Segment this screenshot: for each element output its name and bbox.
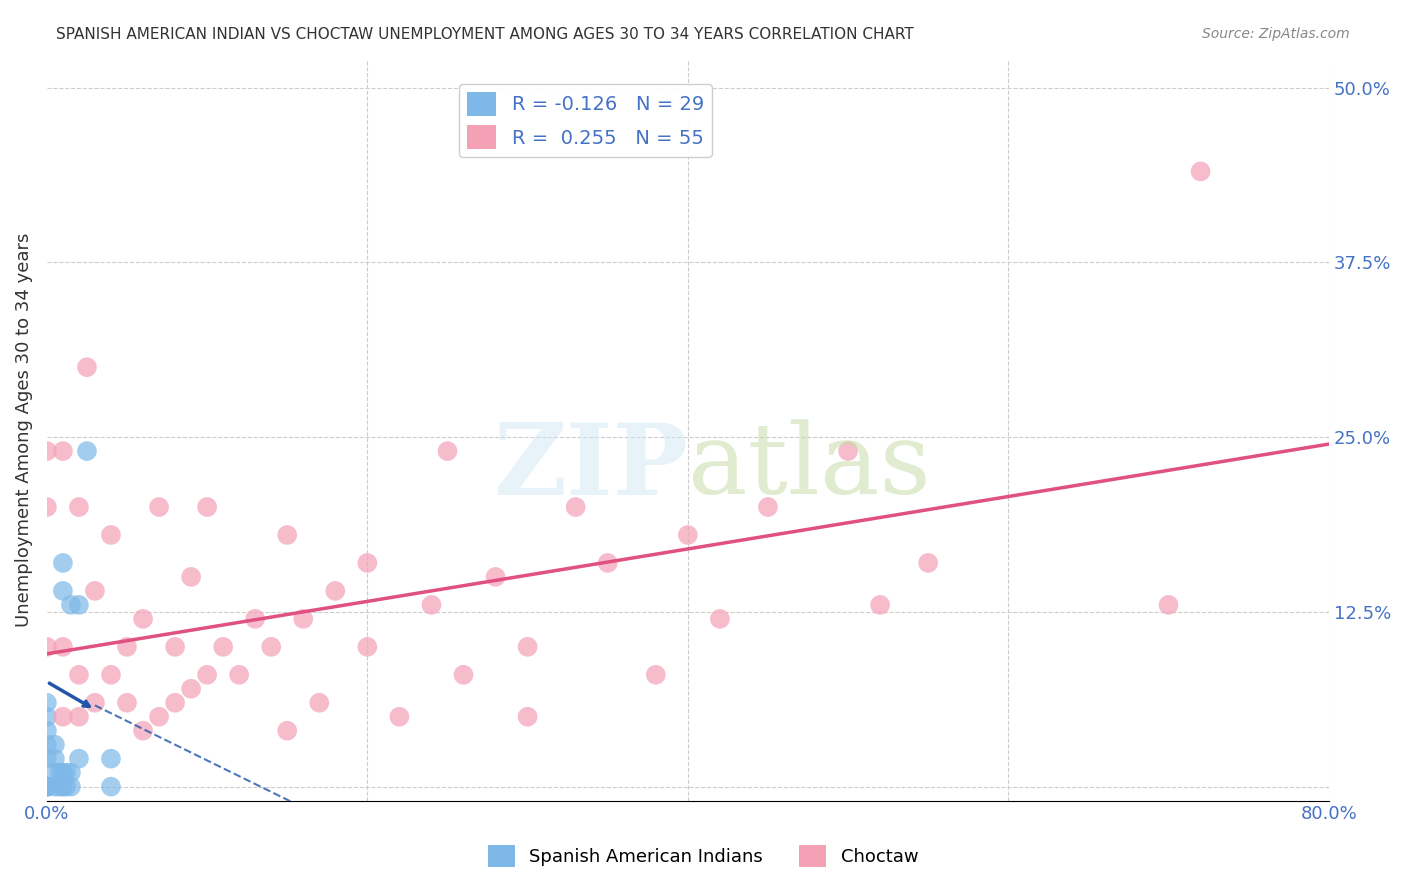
Point — [564, 500, 586, 514]
Point — [59, 598, 82, 612]
Point — [35, 500, 58, 514]
Point — [67, 500, 90, 514]
Point — [76, 360, 98, 375]
Point — [55, 780, 77, 794]
Point — [228, 667, 250, 681]
Point — [132, 612, 155, 626]
Text: Source: ZipAtlas.com: Source: ZipAtlas.com — [1202, 27, 1350, 41]
Point — [67, 710, 90, 724]
Point — [48, 780, 70, 794]
Point — [709, 612, 731, 626]
Text: SPANISH AMERICAN INDIAN VS CHOCTAW UNEMPLOYMENT AMONG AGES 30 TO 34 YEARS CORREL: SPANISH AMERICAN INDIAN VS CHOCTAW UNEMP… — [56, 27, 914, 42]
Point — [35, 696, 58, 710]
Point — [596, 556, 619, 570]
Point — [59, 765, 82, 780]
Text: atlas: atlas — [688, 419, 931, 515]
Point — [55, 765, 77, 780]
Point — [292, 612, 315, 626]
Point — [245, 612, 267, 626]
Point — [35, 780, 58, 794]
Point — [48, 765, 70, 780]
Point — [676, 528, 699, 542]
Point — [35, 723, 58, 738]
Point — [52, 583, 75, 598]
Point — [84, 696, 107, 710]
Point — [148, 500, 170, 514]
Point — [436, 444, 458, 458]
Point — [44, 752, 66, 766]
Point — [453, 667, 475, 681]
Point — [76, 444, 98, 458]
Point — [180, 681, 202, 696]
Point — [516, 710, 538, 724]
Point — [67, 752, 90, 766]
Point — [195, 667, 218, 681]
Point — [52, 765, 75, 780]
Point — [165, 640, 187, 654]
Point — [516, 640, 538, 654]
Point — [67, 598, 90, 612]
Text: ZIP: ZIP — [494, 418, 688, 516]
Point — [52, 710, 75, 724]
Point — [180, 570, 202, 584]
Point — [35, 444, 58, 458]
Legend: Spanish American Indians, Choctaw: Spanish American Indians, Choctaw — [481, 838, 925, 874]
Point — [484, 570, 506, 584]
Point — [1157, 598, 1180, 612]
Point — [100, 752, 122, 766]
Y-axis label: Unemployment Among Ages 30 to 34 years: Unemployment Among Ages 30 to 34 years — [15, 233, 32, 627]
Point — [115, 696, 138, 710]
Legend: R = -0.126   N = 29, R =  0.255   N = 55: R = -0.126 N = 29, R = 0.255 N = 55 — [458, 84, 711, 157]
Point — [644, 667, 666, 681]
Point — [52, 444, 75, 458]
Point — [917, 556, 939, 570]
Point — [35, 640, 58, 654]
Point — [100, 780, 122, 794]
Point — [35, 780, 58, 794]
Point — [115, 640, 138, 654]
Point — [260, 640, 283, 654]
Point — [52, 780, 75, 794]
Point — [212, 640, 235, 654]
Point — [420, 598, 443, 612]
Point — [35, 752, 58, 766]
Point — [100, 528, 122, 542]
Point — [276, 723, 298, 738]
Point — [308, 696, 330, 710]
Point — [356, 556, 378, 570]
Point — [52, 640, 75, 654]
Point — [35, 780, 58, 794]
Point — [132, 723, 155, 738]
Point — [44, 765, 66, 780]
Point — [1189, 164, 1212, 178]
Point — [35, 780, 58, 794]
Point — [323, 583, 346, 598]
Point — [35, 738, 58, 752]
Point — [388, 710, 411, 724]
Point — [35, 710, 58, 724]
Point — [84, 583, 107, 598]
Point — [165, 696, 187, 710]
Point — [44, 738, 66, 752]
Point — [195, 500, 218, 514]
Point — [837, 444, 859, 458]
Point — [276, 528, 298, 542]
Point — [869, 598, 891, 612]
Point — [148, 710, 170, 724]
Point — [756, 500, 779, 514]
Point — [100, 667, 122, 681]
Point — [52, 556, 75, 570]
Point — [44, 780, 66, 794]
Point — [59, 780, 82, 794]
Point — [67, 667, 90, 681]
Point — [356, 640, 378, 654]
